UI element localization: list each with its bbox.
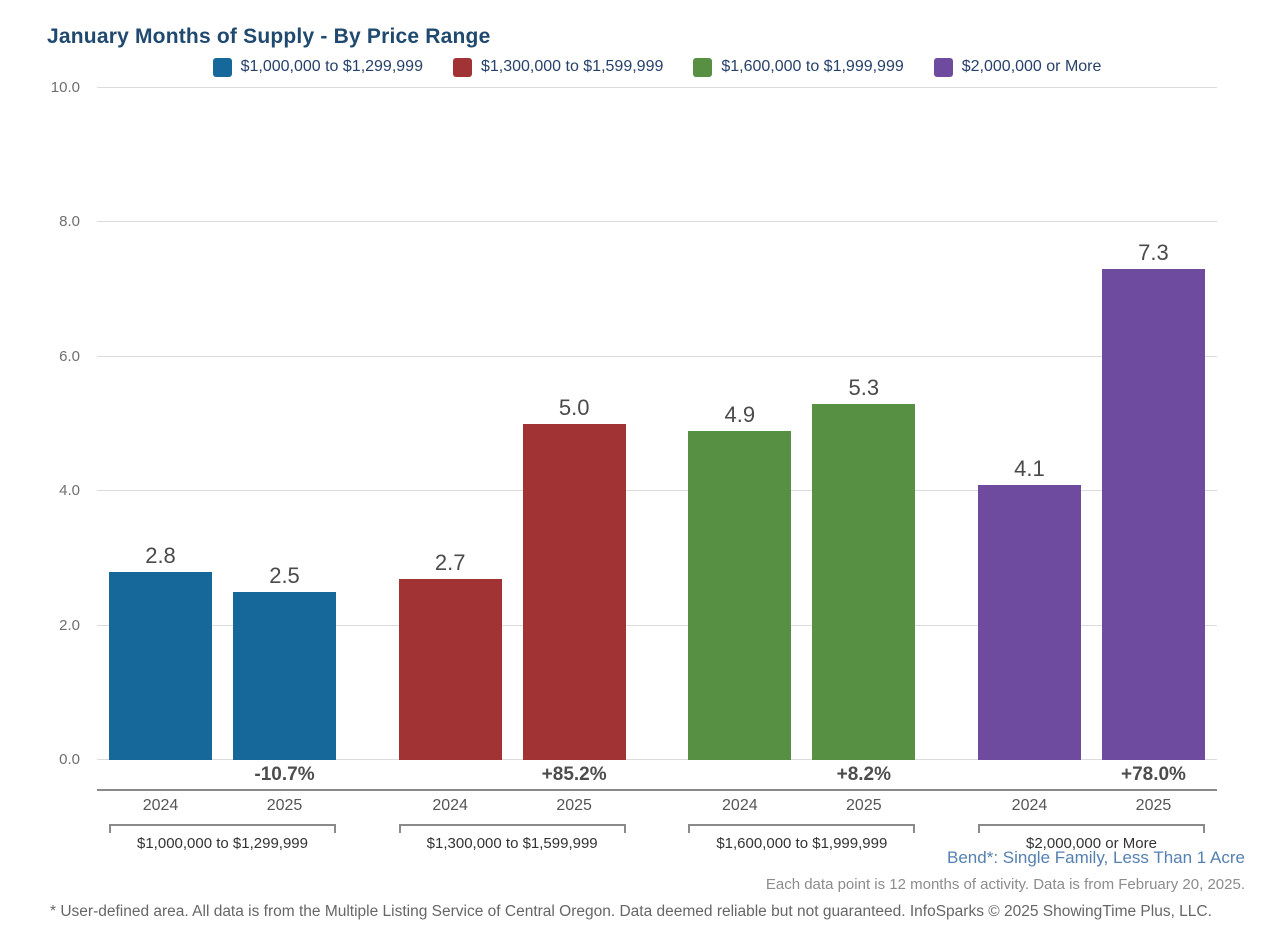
year-label: 2024 (142, 797, 179, 814)
legend-label: $2,000,000 or More (961, 58, 1102, 75)
bar[interactable] (398, 578, 502, 760)
percent-row: +78.0% (978, 760, 1205, 789)
y-tick-label: 6.0 (59, 347, 80, 365)
bar-group: 2.7 5.0 (398, 395, 626, 760)
year-label: 2025 (266, 797, 303, 814)
percent-row: +85.2% (399, 760, 626, 789)
percent-change-label: +85.2% (541, 763, 607, 785)
price-range-label: $1,600,000 to $1,999,999 (716, 835, 888, 852)
gridline (97, 624, 1217, 626)
bar-column: 5.0 (522, 395, 626, 760)
percent-change-label: -10.7% (254, 763, 315, 785)
percent-change-label: +8.2% (836, 763, 892, 785)
legend-item[interactable]: $1,600,000 to $1,999,999 (693, 57, 904, 77)
y-tick-label: 8.0 (59, 213, 80, 231)
y-tick-label: 0.0 (59, 751, 80, 768)
x-group: +85.2% 2024 2025 $1,300,000 to $1,599,999 (398, 760, 626, 852)
bar-column: 4.1 (977, 455, 1081, 760)
group-bracket (977, 824, 1205, 833)
year-label: 2025 (556, 797, 592, 814)
chart-title: January Months of Supply - By Price Rang… (47, 25, 491, 48)
legend: $1,000,000 to $1,299,999 $1,300,000 to $1… (97, 55, 1217, 79)
y-axis: 0.0 2.0 4.0 6.0 8.0 10.0 (0, 79, 88, 768)
gridline (97, 490, 1217, 492)
bar[interactable] (233, 592, 336, 760)
years-row: 2024 2025 (399, 789, 626, 819)
group-bracket (398, 824, 626, 833)
bar-column: 2.5 (233, 563, 336, 760)
y-tick-label: 4.0 (59, 482, 80, 500)
year-label: 2024 (1011, 797, 1048, 814)
bar-group: 4.9 5.3 (688, 374, 916, 760)
y-tick-label: 2.0 (59, 616, 80, 634)
plot-area: 2.8 2.5 2.7 5.0 4.9 5.3 4.1 7.3 (97, 87, 1217, 760)
years-row: 2024 2025 (109, 789, 336, 819)
bar-column: 7.3 (1101, 240, 1205, 760)
bar-value-label: 4.1 (1014, 455, 1045, 481)
percent-row: +8.2% (688, 760, 915, 789)
bar[interactable] (977, 484, 1081, 760)
gridline (97, 221, 1217, 223)
bar-value-label: 2.5 (269, 563, 300, 588)
x-axis-line (97, 789, 1217, 791)
bar-column: 5.3 (812, 374, 916, 760)
bar[interactable] (109, 571, 212, 760)
legend-item[interactable]: $1,300,000 to $1,599,999 (452, 57, 664, 77)
gridline (97, 355, 1217, 357)
group-bracket (109, 824, 336, 833)
price-range-label: $1,000,000 to $1,299,999 (137, 835, 308, 852)
bar-column: 2.7 (398, 549, 502, 760)
group-bracket (688, 824, 916, 833)
area-note: Bend*: Single Family, Less Than 1 Acre (947, 848, 1245, 867)
bar-value-label: 5.3 (848, 374, 880, 400)
bar-column: 4.9 (688, 401, 792, 760)
year-label: 2024 (432, 797, 468, 814)
bar-groups: 2.8 2.5 2.7 5.0 4.9 5.3 4.1 7.3 (97, 88, 1217, 760)
bar-group: 2.8 2.5 (109, 543, 336, 760)
legend-swatch-icon (212, 57, 232, 77)
bar-column: 2.8 (109, 543, 212, 760)
legend-label: $1,000,000 to $1,299,999 (240, 58, 423, 75)
bar-group: 4.1 7.3 (977, 240, 1205, 760)
gridline (97, 87, 1217, 88)
years-row: 2024 2025 (688, 789, 915, 819)
bar[interactable] (812, 403, 916, 760)
footer-disclaimer: * User-defined area. All data is from th… (50, 903, 1212, 920)
legend-item[interactable]: $2,000,000 or More (933, 57, 1102, 77)
legend-swatch-icon (452, 57, 472, 77)
bar[interactable] (522, 424, 626, 760)
legend-swatch-icon (693, 57, 713, 77)
percent-change-label: +78.0% (1120, 763, 1186, 785)
percent-row: -10.7% (109, 760, 336, 789)
legend-item[interactable]: $1,000,000 to $1,299,999 (212, 57, 423, 77)
years-row: 2024 2025 (978, 789, 1205, 819)
bar-value-label: 4.9 (724, 401, 756, 427)
bar[interactable] (688, 430, 792, 760)
y-tick-label: 10.0 (50, 79, 80, 96)
price-range-label: $1,300,000 to $1,599,999 (426, 835, 598, 852)
bar-value-label: 7.3 (1138, 240, 1169, 266)
legend-swatch-icon (933, 57, 953, 77)
x-group: +8.2% 2024 2025 $1,600,000 to $1,999,999 (688, 760, 916, 852)
x-axis-section: -10.7% 2024 2025 $1,000,000 to $1,299,999 +8… (97, 760, 1217, 852)
legend-label: $1,600,000 to $1,999,999 (721, 58, 904, 75)
gridline (97, 759, 1217, 760)
x-group: -10.7% 2024 2025 $1,000,000 to $1,299,999 (109, 760, 336, 852)
bar-value-label: 5.0 (558, 395, 590, 420)
year-label: 2025 (1135, 797, 1172, 814)
bar-value-label: 2.7 (434, 549, 466, 575)
data-point-note: Each data point is 12 months of activity… (765, 876, 1245, 893)
bar-value-label: 2.8 (145, 542, 176, 568)
price-range-label: $2,000,000 or More (1026, 835, 1157, 852)
x-section-groups: -10.7% 2024 2025 $1,000,000 to $1,299,999 +8… (97, 760, 1217, 852)
year-label: 2024 (722, 797, 758, 814)
x-group: +78.0% 2024 2025 $2,000,000 or More (977, 760, 1205, 852)
legend-label: $1,300,000 to $1,599,999 (480, 58, 664, 75)
bar[interactable] (1101, 269, 1205, 760)
year-label: 2025 (846, 797, 882, 814)
